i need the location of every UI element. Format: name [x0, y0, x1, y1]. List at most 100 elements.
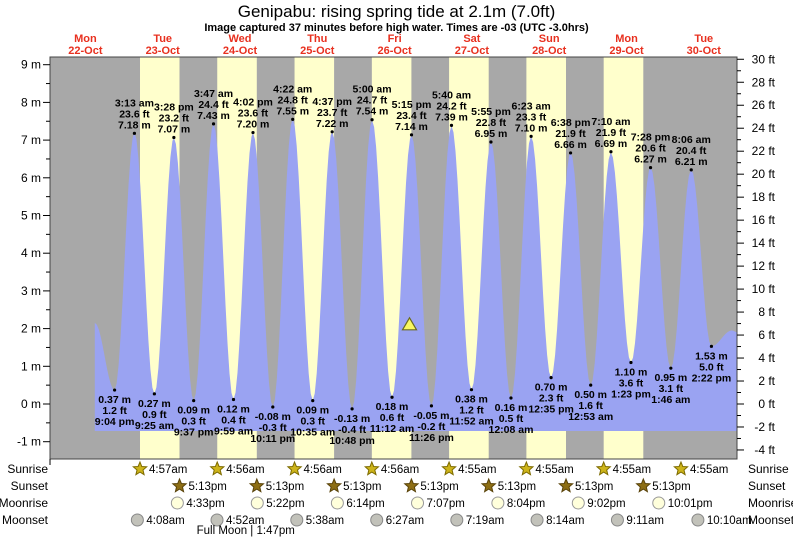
high-tide-meters: 7.55 m: [276, 105, 309, 117]
moonset-icon: [450, 513, 464, 527]
moonset-time: 4:52am: [226, 515, 264, 527]
low-tide-feet: 3.1 ft: [659, 383, 684, 395]
moonset-time: 5:38am: [306, 515, 344, 527]
left-axis-label: 6 m: [21, 171, 41, 185]
moonrise-time: 7:07pm: [427, 498, 465, 510]
low-tide-time: 9:04 pm: [95, 416, 135, 428]
left-axis-label: 4 m: [21, 246, 41, 260]
day-header-date: 24-Oct: [223, 45, 258, 57]
right-axis-label: 16 ft: [752, 213, 776, 227]
low-tide-time: 10:35 am: [290, 427, 335, 439]
astro-row-label-left: Moonrise: [0, 496, 48, 510]
moonset-icon: [290, 513, 304, 527]
moonrise-time: 10:01pm: [668, 498, 713, 510]
moonset-time: 4:08am: [146, 515, 184, 527]
day-header-dow: Mon: [74, 33, 97, 45]
low-tide-meters: 0.09 m: [177, 405, 210, 417]
right-axis-label: -2 ft: [754, 420, 775, 434]
left-axis-label: 5 m: [21, 209, 41, 223]
right-axis-label: 6 ft: [758, 328, 775, 342]
moonset-icon: [210, 513, 224, 527]
low-tide-dot: [709, 344, 714, 348]
high-tide-feet: 24.8 ft: [278, 94, 309, 106]
low-tide-feet: 1.2 ft: [102, 405, 127, 417]
current-tide-marker: [401, 316, 418, 331]
low-tide-meters: 0.16 m: [495, 402, 528, 414]
high-tide-time: 5:00 am: [352, 84, 391, 96]
low-tide-feet: 1.6 ft: [578, 400, 603, 412]
moonrise-time: 6:14pm: [346, 498, 384, 510]
low-tide-time: 12:08 am: [489, 424, 534, 436]
low-tide-dot: [311, 399, 315, 403]
chart-subtitle: Image captured 37 minutes before high wa…: [204, 22, 589, 34]
high-tide-dot: [648, 166, 653, 170]
sunset-time: 5:13pm: [420, 481, 458, 493]
day-header-date: 23-Oct: [146, 45, 181, 57]
sunset-time: 5:13pm: [266, 481, 304, 493]
plot-border: [49, 56, 738, 460]
high-tide-time: 5:55 pm: [471, 106, 511, 118]
low-tide-feet: 3.6 ft: [619, 378, 644, 390]
moonrise-time: 4:33pm: [186, 498, 224, 510]
low-tide-dot: [589, 383, 593, 387]
sunrise-time: 4:56am: [381, 464, 419, 476]
sunset-icon: [480, 477, 497, 493]
right-axis-label: 26 ft: [752, 98, 776, 112]
day-header-date: 25-Oct: [300, 45, 335, 57]
low-tide-dot: [429, 404, 434, 408]
high-tide-feet: 22.8 ft: [476, 117, 507, 129]
right-axis-label: 2 ft: [758, 374, 775, 388]
high-tide-meters: 6.27 m: [634, 154, 667, 166]
moonrise-icon: [491, 496, 505, 510]
moonrise-icon: [330, 496, 344, 510]
right-axis-label: 18 ft: [752, 190, 776, 204]
sunset-icon: [403, 477, 420, 493]
moonrise-icon: [170, 496, 184, 510]
high-tide-meters: 7.43 m: [197, 110, 230, 122]
low-tide-feet: 1.2 ft: [459, 405, 484, 417]
low-tide-time: 12:53 am: [568, 411, 613, 423]
moonset-icon: [370, 513, 384, 527]
sunrise-time: 4:55am: [458, 464, 496, 476]
high-tide-time: 4:22 am: [273, 83, 312, 95]
high-tide-time: 6:23 am: [512, 100, 551, 112]
high-tide-feet: 21.9 ft: [555, 128, 586, 140]
low-tide-meters: 1.10 m: [615, 367, 648, 379]
right-axis-label: 28 ft: [752, 75, 776, 89]
right-axis-label: 8 ft: [758, 305, 775, 319]
left-axis-label: 8 m: [21, 95, 41, 109]
moonset-time: 9:11am: [626, 515, 664, 527]
sunrise-icon: [518, 460, 535, 476]
low-tide-time: 9:59 am: [214, 425, 253, 437]
sunrise-time: 4:55am: [690, 464, 728, 476]
low-tide-time: 11:12 am: [370, 423, 414, 435]
moonrise-time: 8:04pm: [507, 498, 545, 510]
sunset-icon: [635, 477, 652, 493]
astro-row-label-right: Sunrise: [748, 462, 789, 476]
low-tide-meters: -0.13 m: [334, 413, 370, 425]
high-tide-time: 7:28 pm: [631, 132, 671, 144]
sunset-icon: [558, 477, 574, 493]
left-axis-label: 7 m: [21, 133, 41, 147]
sunrise-icon: [595, 460, 612, 476]
sunset-time: 5:13pm: [343, 481, 381, 493]
high-tide-feet: 20.4 ft: [676, 145, 707, 157]
low-tide-time: 12:35 pm: [528, 404, 574, 416]
low-tide-meters: 1.53 m: [695, 350, 728, 362]
right-axis-label: 30 ft: [752, 52, 776, 66]
high-tide-dot: [132, 131, 137, 135]
low-tide-meters: 0.38 m: [455, 394, 488, 406]
high-tide-time: 3:13 am: [115, 97, 154, 109]
sunrise-icon: [209, 460, 226, 476]
astro-row-label-right: Moonset: [748, 513, 793, 527]
low-tide-annotations: 0.37 m1.2 ft9:04 pm0.27 m0.9 ft9:25 am0.…: [95, 344, 731, 447]
low-tide-meters: 0.27 m: [138, 398, 171, 410]
left-axis-label: 1 m: [21, 359, 41, 373]
high-tide-time: 3:47 am: [194, 88, 233, 100]
left-axis-label: -1 m: [17, 435, 41, 449]
low-tide-time: 1:23 pm: [611, 389, 651, 401]
y-axes: 9 m 8 m 7 m 6 m 5 m 4 m 3 m 2 m 1 m 0 m -1 m 30 ft 2…: [17, 52, 776, 465]
day-header-dow: Sat: [463, 33, 480, 45]
